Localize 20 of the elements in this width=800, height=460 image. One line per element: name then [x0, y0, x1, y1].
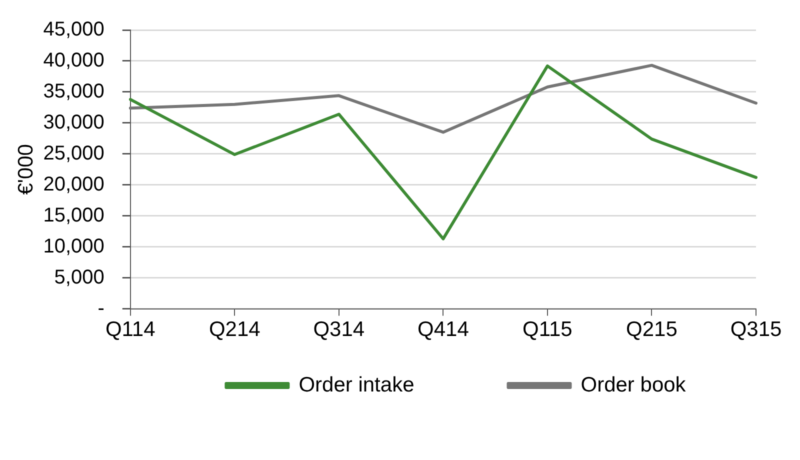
y-tick-label: 15,000 — [43, 204, 104, 226]
x-tick-label: Q315 — [730, 318, 782, 342]
legend-label: Order intake — [298, 373, 414, 396]
x-tick-label: Q414 — [418, 318, 470, 342]
y-tick-label: 45,000 — [43, 18, 104, 41]
x-tick-label: Q214 — [208, 318, 261, 342]
y-tick-label: 5,000 — [54, 266, 104, 288]
x-tick-label: Q115 — [522, 318, 572, 342]
y-tick-label: - — [98, 297, 104, 320]
legend-label: Order book — [580, 373, 686, 396]
y-tick-label: 20,000 — [43, 173, 104, 196]
y-tick-label: 40,000 — [43, 49, 104, 72]
y-tick-label: 30,000 — [43, 111, 104, 134]
y-tick-label: 35,000 — [43, 80, 104, 102]
x-tick-label: Q114 — [105, 318, 156, 342]
y-axis-title: €'000 — [14, 144, 38, 195]
y-tick-label: 25,000 — [43, 142, 104, 164]
x-tick-label: Q314 — [313, 318, 365, 342]
y-tick-label: 10,000 — [43, 235, 104, 258]
x-tick-label: Q215 — [626, 318, 678, 342]
